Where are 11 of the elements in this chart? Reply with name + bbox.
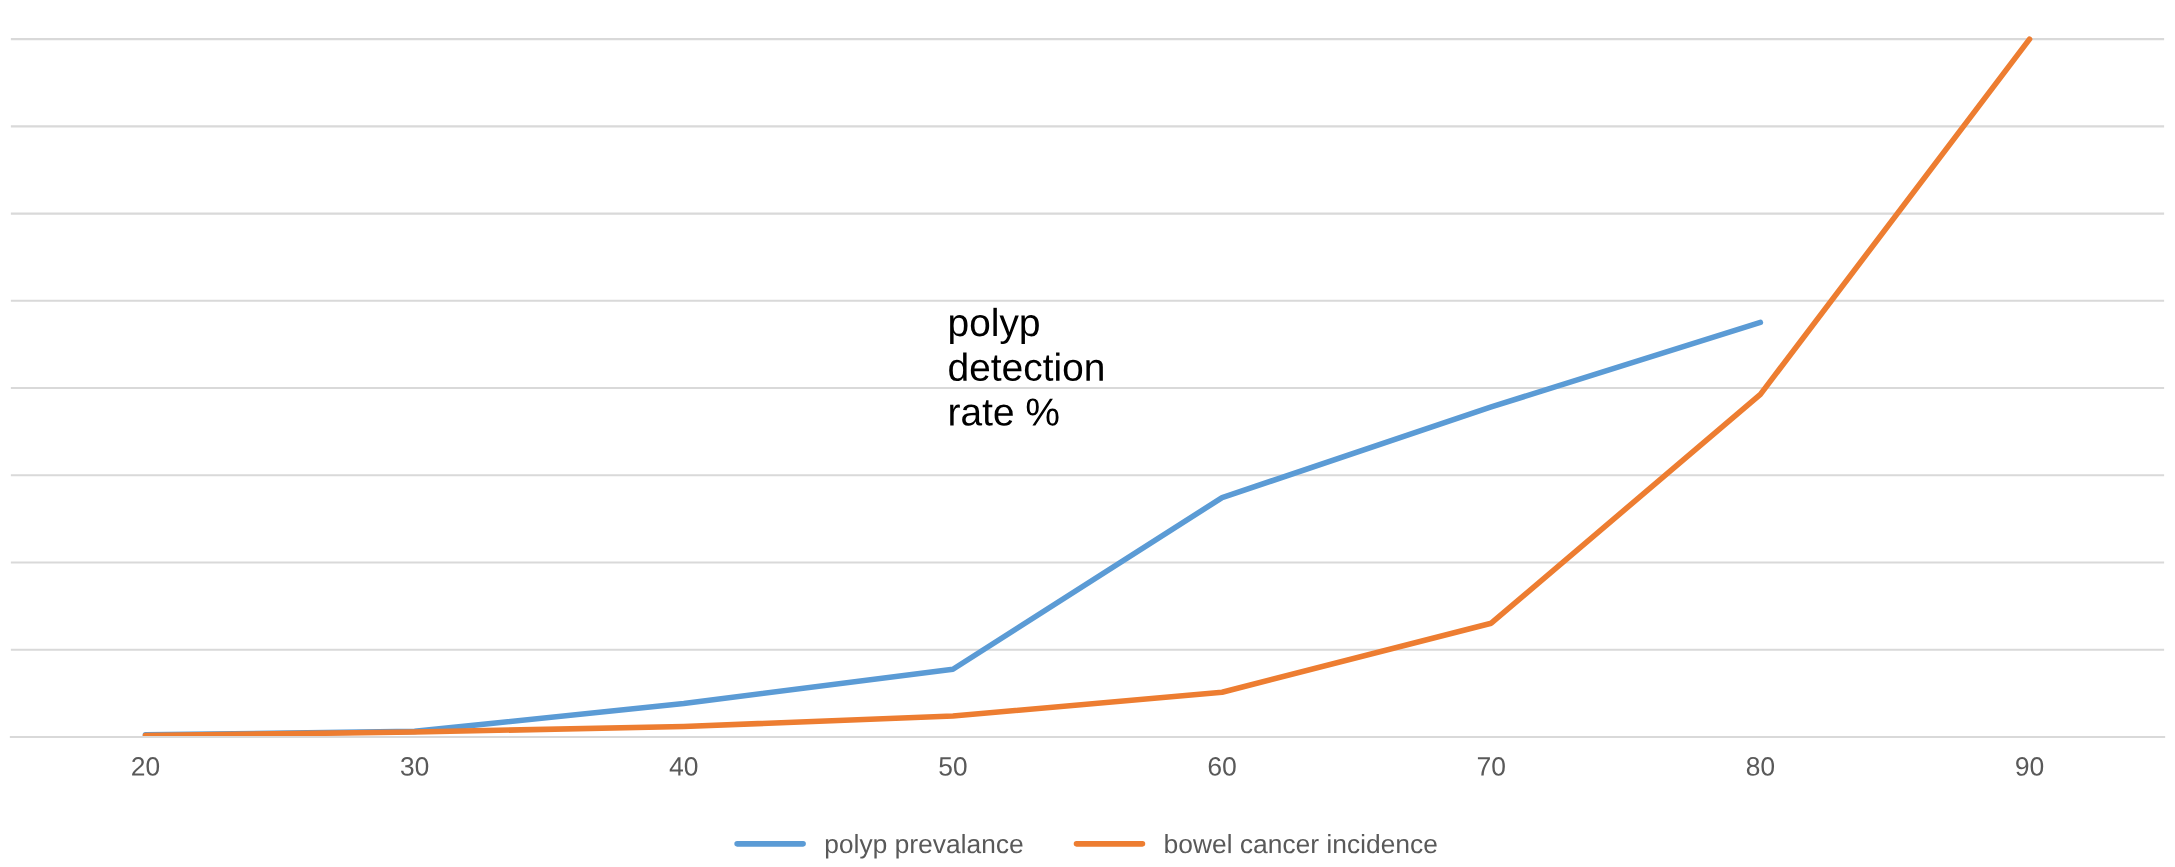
x-tick-label: 30 [400, 757, 429, 776]
x-tick-label: 40 [669, 757, 698, 776]
x-tick-label: 70 [1477, 757, 1505, 776]
x-tick-label: 80 [1746, 757, 1775, 776]
x-tick-label: 20 [132, 757, 160, 776]
x-tick-label: 50 [939, 757, 967, 776]
annotation: polyp detection rate % [949, 307, 1103, 426]
legend-label: polyp prevalance [825, 833, 1023, 859]
legend-label: bowel cancer incidence [1165, 833, 1437, 854]
x-tick-label: 90 [2016, 757, 2044, 776]
x-tick-label: 60 [1208, 757, 1236, 776]
